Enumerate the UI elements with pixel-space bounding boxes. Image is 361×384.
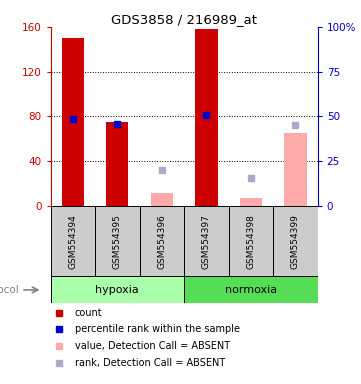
Text: protocol: protocol [0, 285, 18, 295]
Text: GSM554394: GSM554394 [68, 214, 77, 269]
Text: count: count [75, 308, 102, 318]
Bar [195, 29, 217, 206]
Text: value, Detection Call = ABSENT: value, Detection Call = ABSENT [75, 341, 230, 351]
Bar [51, 276, 184, 303]
Text: rank, Detection Call = ABSENT: rank, Detection Call = ABSENT [75, 358, 225, 368]
Bar [184, 276, 318, 303]
Bar [151, 193, 173, 206]
Title: GDS3858 / 216989_at: GDS3858 / 216989_at [111, 13, 257, 26]
Text: GSM554397: GSM554397 [202, 214, 211, 269]
Bar [240, 198, 262, 206]
Text: normoxia: normoxia [225, 285, 277, 295]
Bar [62, 38, 84, 206]
Text: GSM554399: GSM554399 [291, 214, 300, 269]
Text: percentile rank within the sample: percentile rank within the sample [75, 324, 240, 334]
Text: hypoxia: hypoxia [95, 285, 139, 295]
Text: GSM554395: GSM554395 [113, 214, 122, 269]
Text: GSM554396: GSM554396 [157, 214, 166, 269]
Bar [284, 133, 306, 206]
Bar [106, 122, 129, 206]
Text: GSM554398: GSM554398 [247, 214, 255, 269]
